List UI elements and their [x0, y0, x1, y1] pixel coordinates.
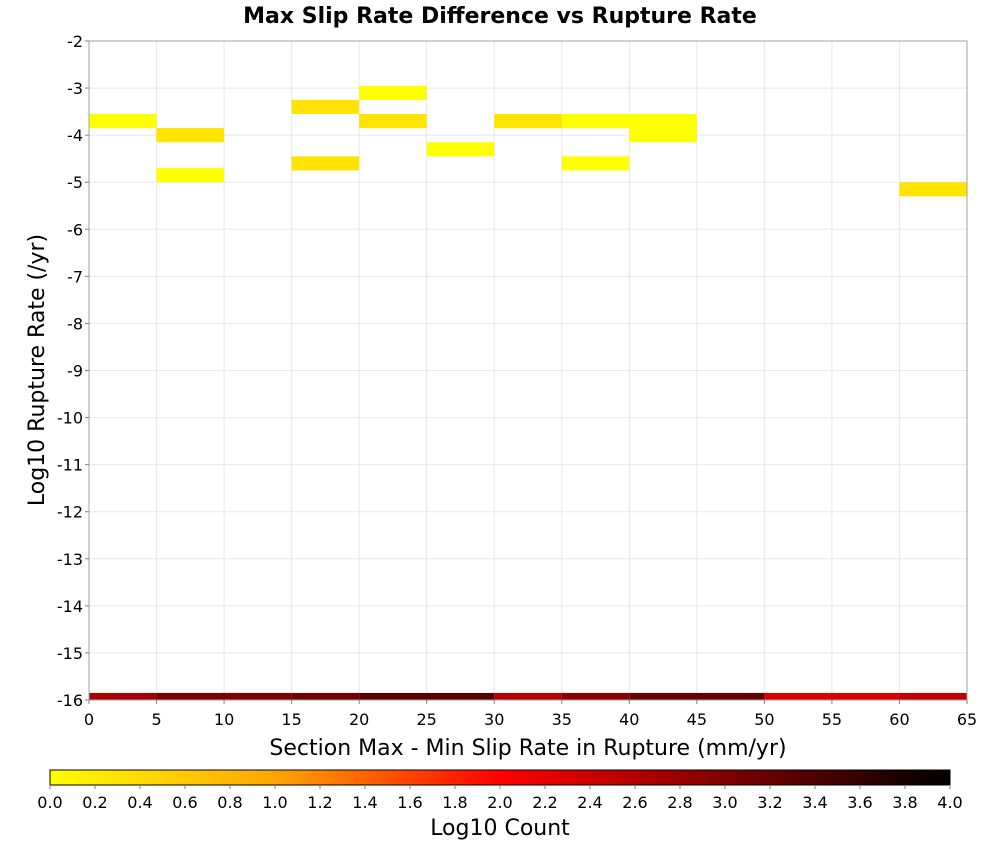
y-tick-label: -2 [67, 32, 83, 51]
y-tick-label: -7 [67, 267, 83, 286]
heatmap-cell [89, 113, 157, 129]
y-tick-label: -9 [67, 362, 83, 381]
heatmap-cell [629, 692, 765, 700]
colorbar-tick-label: 1.8 [442, 793, 467, 812]
colorbar-tick-label: 1.4 [352, 793, 377, 812]
chart-title: Max Slip Rate Difference vs Rupture Rate [243, 4, 757, 29]
colorbar-tick-label: 3.0 [712, 793, 737, 812]
colorbar-tick-label: 2.0 [487, 793, 512, 812]
heatmap-cell [899, 692, 967, 700]
colorbar-tick-label: 2.6 [622, 793, 647, 812]
colorbar-tick-label: 3.2 [757, 793, 782, 812]
x-tick-label: 55 [822, 710, 842, 729]
x-tick-label: 50 [754, 710, 774, 729]
x-tick-label: 15 [281, 710, 301, 729]
y-tick-label: -4 [67, 126, 83, 145]
heatmap-cell [561, 156, 630, 171]
heatmap-cell [291, 99, 360, 114]
heatmap-cell [156, 168, 225, 183]
colorbar [49, 769, 951, 786]
x-tick-label: 35 [552, 710, 572, 729]
y-tick-label: -15 [57, 644, 83, 663]
x-tick-label: 20 [349, 710, 369, 729]
colorbar-tick-label: 1.0 [262, 793, 287, 812]
x-tick-label: 10 [214, 710, 234, 729]
heatmap-cell [291, 156, 360, 171]
y-tick-label: -6 [67, 220, 83, 239]
x-tick-label: 65 [957, 710, 977, 729]
colorbar-tick-label: 3.8 [892, 793, 917, 812]
x-tick-label: 0 [84, 710, 94, 729]
colorbar-tick-label: 2.8 [667, 793, 692, 812]
colorbar-tick-label: 3.4 [802, 793, 827, 812]
x-tick-label: 5 [151, 710, 161, 729]
heatmap-cell [156, 128, 225, 143]
y-tick-label: -5 [67, 173, 83, 192]
colorbar-tick-label: 2.2 [532, 793, 557, 812]
heatmap-cell [156, 692, 292, 700]
colorbar-tick-label: 1.6 [397, 793, 422, 812]
heatmap-cell [629, 113, 697, 143]
x-tick-label: 40 [619, 710, 639, 729]
colorbar-tick-label: 0.8 [217, 793, 242, 812]
y-axis-title: Log10 Rupture Rate (/yr) [25, 234, 50, 506]
colorbar-tick-label: 0.0 [37, 793, 62, 812]
y-tick-label: -3 [67, 79, 83, 98]
heatmap-cell [494, 692, 562, 700]
colorbar-tick-label: 3.6 [847, 793, 872, 812]
y-tick-layer: -2 -3 -4 -5 -6 -7 -8 -9 -10 -11 -12 -13 -14 -15 -16 [57, 32, 89, 710]
y-tick-label: -16 [57, 691, 83, 710]
x-tick-label: 25 [417, 710, 437, 729]
cell-layer [89, 85, 967, 700]
heatmap-cell [426, 142, 495, 157]
heatmap-cell [494, 113, 562, 129]
heatmap-cell [561, 113, 630, 129]
heatmap-cell [359, 85, 427, 100]
y-tick-label: -14 [57, 597, 83, 616]
y-tick-label: -11 [57, 456, 83, 475]
y-tick-label: -10 [57, 409, 83, 428]
colorbar-tick-label: 0.6 [172, 793, 197, 812]
heatmap-cell [359, 113, 427, 129]
heatmap-cell [359, 692, 495, 700]
x-axis-title: Section Max - Min Slip Rate in Rupture (… [269, 736, 786, 761]
colorbar-tick-label: 0.4 [127, 793, 152, 812]
heatmap-cell [899, 182, 967, 197]
y-tick-label: -8 [67, 314, 83, 333]
x-tick-label: 60 [889, 710, 909, 729]
colorbar-tick-label: 2.4 [577, 793, 602, 812]
colorbar-tick-layer: 0.0 0.2 0.4 0.6 0.8 1.0 1.2 1.4 1.6 1.8 2.0 2.2 2.4 2… [37, 785, 963, 812]
y-tick-label: -12 [57, 503, 83, 522]
heatmap-cell [561, 692, 630, 700]
colorbar-tick-label: 4.0 [937, 793, 962, 812]
heatmap-cell [89, 692, 157, 700]
colorbar-title: Log10 Count [430, 816, 570, 841]
x-tick-label: 30 [484, 710, 504, 729]
x-tick-label: 45 [687, 710, 707, 729]
heatmap-cell [764, 692, 900, 700]
heatmap-cell [291, 692, 360, 700]
x-tick-layer: 0 5 10 15 20 25 30 35 40 45 50 55 60 65 [84, 700, 977, 729]
y-tick-label: -13 [57, 550, 83, 569]
colorbar-tick-label: 0.2 [82, 793, 107, 812]
colorbar-tick-label: 1.2 [307, 793, 332, 812]
